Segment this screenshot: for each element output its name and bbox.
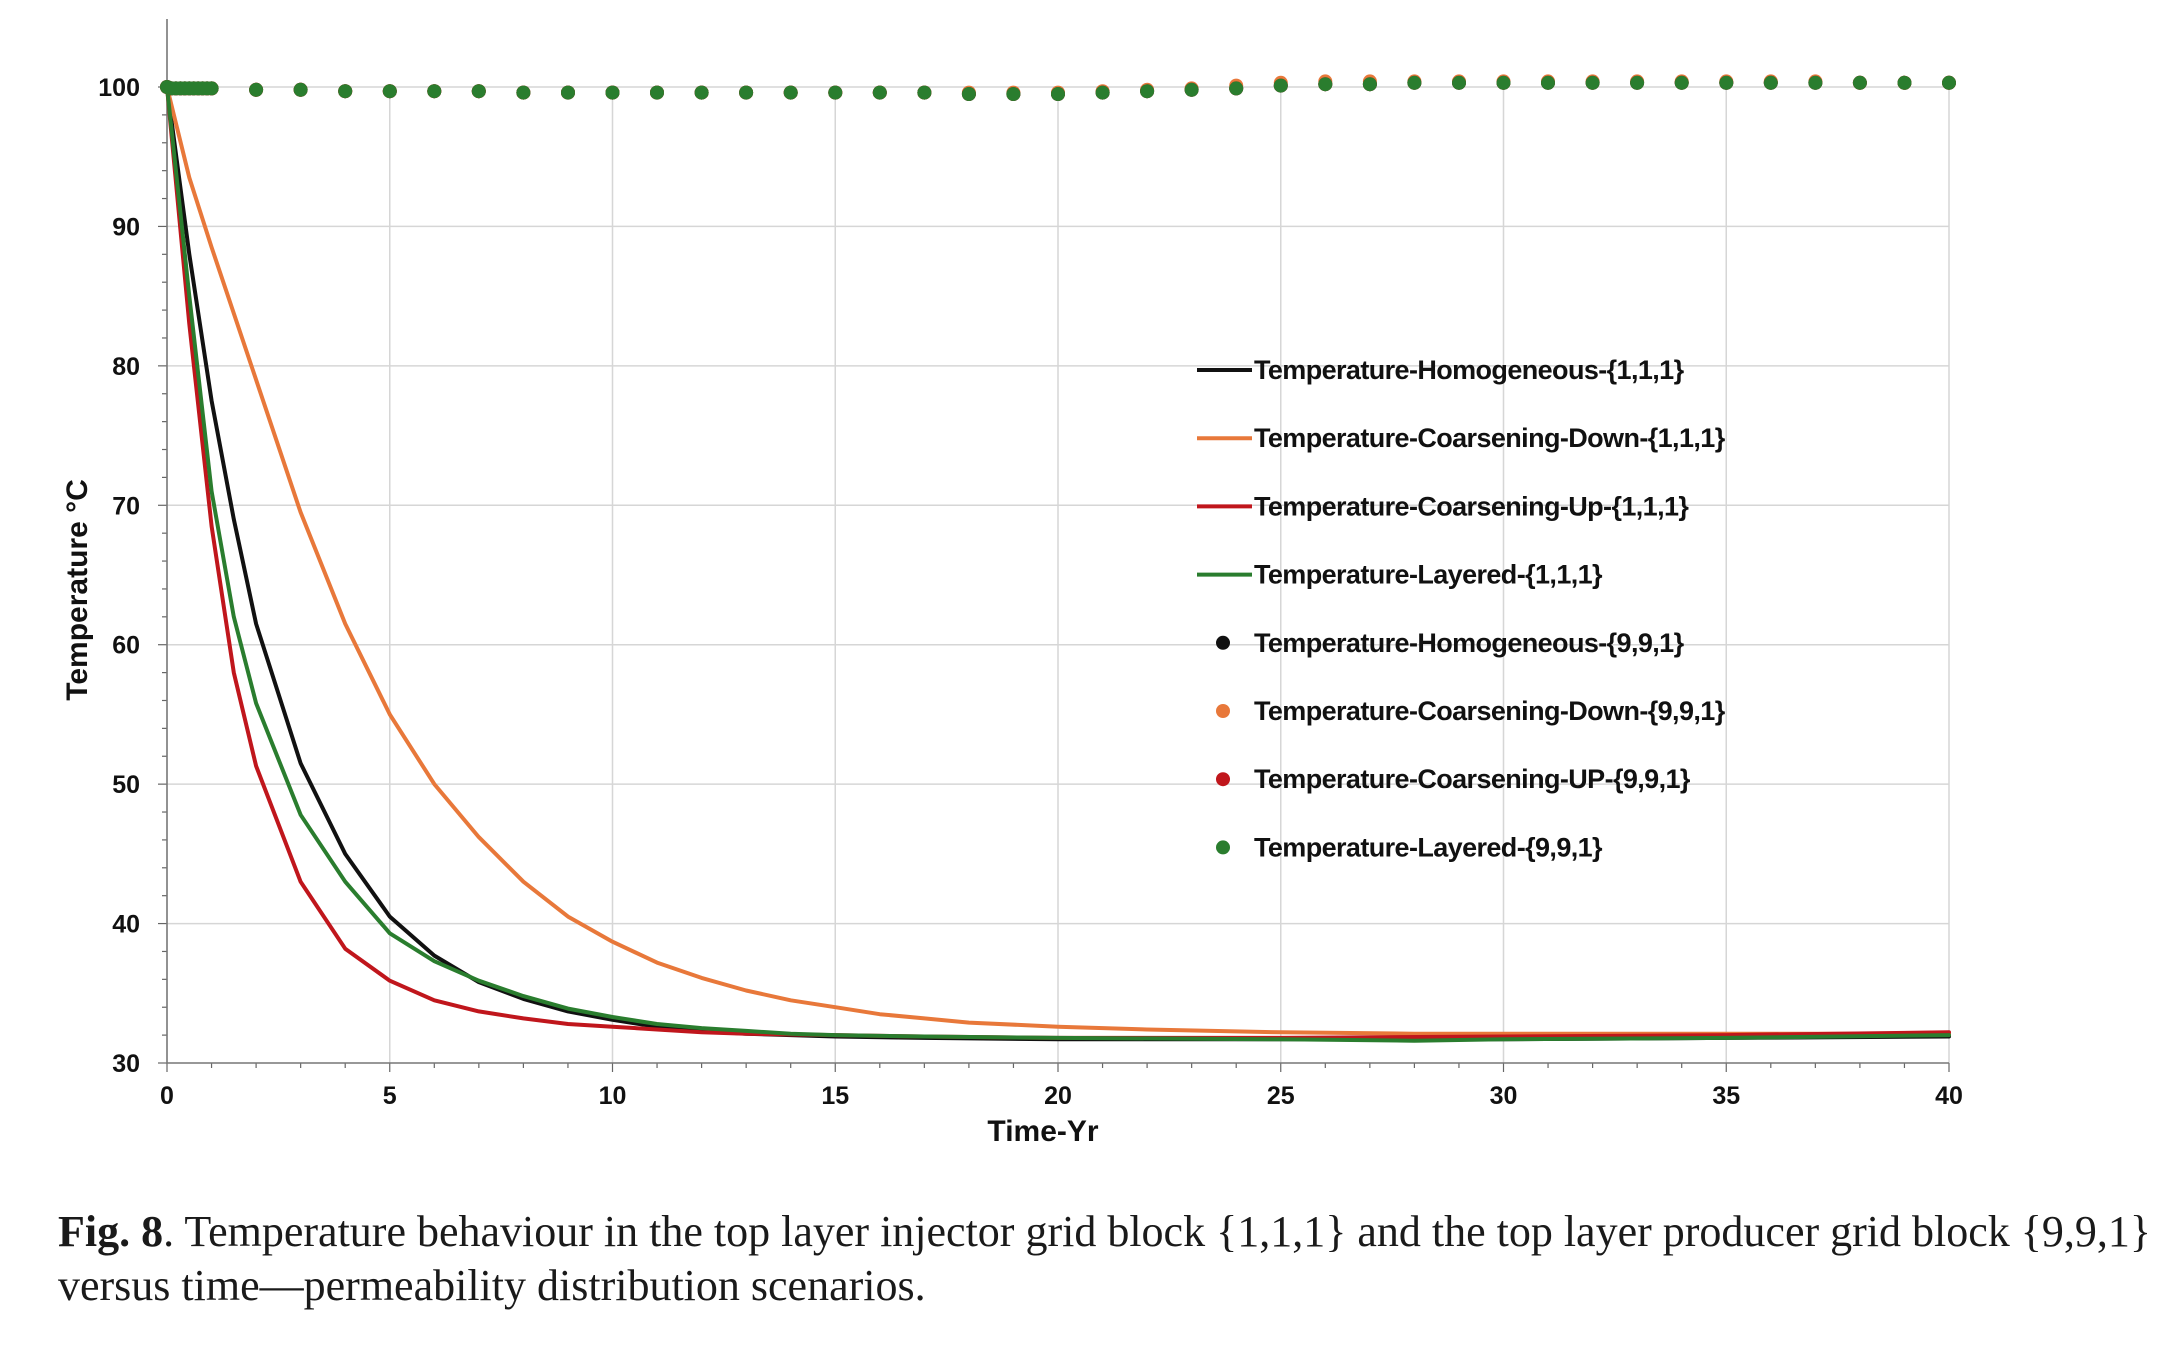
series-8-point	[1763, 75, 1778, 90]
temperature-line-chart: 0 5 10 15 20 25 30 35 40 30 40 50 60 70 80 90 100 Time-…	[61, 19, 1963, 1148]
series-8-point	[1229, 81, 1244, 96]
axes	[158, 19, 1950, 1072]
x-tick-label: 40	[1935, 1082, 1963, 1110]
legend-entry-label: Temperature-Layered-{1,1,1}	[1254, 560, 1603, 590]
series-8-point	[917, 85, 932, 100]
series-8-point	[1897, 75, 1912, 90]
series-8-point	[471, 84, 486, 99]
series-8-point	[1942, 75, 1956, 90]
series-8-point	[828, 85, 843, 100]
y-tick-label: 40	[112, 911, 140, 939]
series-8-point	[1006, 87, 1021, 101]
series-8-point	[1630, 75, 1645, 90]
series-8-point	[1051, 87, 1065, 101]
y-tick-label: 60	[112, 632, 140, 660]
x-tick-label: 15	[821, 1082, 849, 1110]
series-8-point	[694, 85, 709, 100]
y-axis-title: Temperature °C	[61, 479, 94, 701]
x-tick-label: 5	[383, 1082, 397, 1110]
series-8-point	[204, 81, 219, 96]
major-gridlines	[167, 86, 1950, 1063]
y-tick-label: 90	[112, 213, 140, 241]
series-8-point	[1407, 75, 1422, 90]
legend-swatch-dot	[1216, 704, 1230, 718]
series-8-point	[1362, 77, 1377, 92]
series-8-point	[1318, 77, 1333, 92]
y-tick-label: 100	[98, 74, 140, 102]
legend-entry-label: Temperature-Homogeneous-{9,9,1}	[1254, 628, 1685, 658]
series-line-2	[165, 85, 1951, 1036]
legend-entry-label: Temperature-Coarsening-UP-{9,9,1}	[1254, 764, 1691, 794]
series-8-point	[1674, 75, 1689, 90]
legend-swatch-dot	[1216, 840, 1230, 855]
x-tick-label: 0	[160, 1082, 174, 1110]
y-tick-label: 80	[112, 353, 140, 381]
series-8-point	[872, 85, 887, 100]
caption-text: . Temperature behaviour in the top layer…	[58, 1207, 2151, 1310]
series-8-point	[249, 82, 264, 97]
legend-entry-label: Temperature-Coarsening-Down-{1,1,1}	[1254, 423, 1726, 453]
figure-caption: Fig. 8. Temperature behaviour in the top…	[58, 1205, 2158, 1313]
legend-entry-label: Temperature-Layered-{9,9,1}	[1254, 832, 1603, 862]
series-8-point	[1273, 78, 1288, 93]
y-tick-labels: 30 40 50 60 70 80 90 100	[98, 74, 140, 1078]
series-8-point	[382, 84, 397, 99]
series-8-point	[650, 85, 664, 100]
y-tick-label: 70	[112, 492, 140, 520]
x-tick-label: 35	[1712, 1082, 1740, 1110]
series-8-point	[605, 85, 620, 100]
series-8-point	[739, 85, 754, 100]
legend-entry-label: Temperature-Coarsening-Down-{9,9,1}	[1254, 696, 1726, 726]
x-tick-label: 10	[599, 1082, 627, 1110]
series-8-point	[1184, 82, 1199, 97]
x-tick-labels: 0 5 10 15 20 25 30 35 40	[160, 1082, 1963, 1110]
legend-swatch-dot	[1216, 635, 1230, 650]
series-8-point	[1585, 75, 1600, 90]
series-8-point	[561, 85, 575, 100]
series-8-point	[1140, 84, 1155, 99]
series-8-point	[783, 85, 798, 100]
series-8-point	[1452, 75, 1466, 90]
series-8-point	[1852, 75, 1867, 90]
series-8-point	[427, 84, 442, 99]
series-8-point	[961, 87, 976, 101]
series-8-point	[1541, 75, 1555, 90]
legend: Temperature-Homogeneous-{1,1,1} Temperatu…	[1197, 355, 1726, 862]
y-tick-label: 50	[112, 771, 140, 799]
legend-entry-label: Temperature-Coarsening-Up-{1,1,1}	[1254, 491, 1689, 521]
legend-swatch-dot	[1216, 772, 1230, 787]
chart-container: 0 5 10 15 20 25 30 35 40 30 40 50 60 70 80 90 100 Time-…	[61, 19, 1963, 1148]
series-line-4	[165, 85, 1951, 1043]
x-axis-title: Time-Yr	[987, 1115, 1098, 1148]
caption-figure-number: Fig. 8	[58, 1207, 164, 1256]
series-8-point	[338, 84, 353, 99]
series-lines	[165, 85, 1951, 1043]
series-8-point	[293, 82, 308, 97]
x-tick-label: 20	[1044, 1082, 1072, 1110]
series-8-point	[1808, 75, 1823, 90]
x-tick-label: 30	[1490, 1082, 1518, 1110]
series-8-point	[516, 85, 531, 100]
legend-entry-label: Temperature-Homogeneous-{1,1,1}	[1254, 355, 1685, 385]
x-tick-label: 25	[1267, 1082, 1295, 1110]
series-8-point	[1719, 75, 1734, 90]
series-8-point	[1496, 75, 1511, 90]
series-8-point	[1095, 85, 1110, 100]
y-tick-label: 30	[112, 1050, 140, 1078]
series-dots	[160, 74, 1956, 101]
